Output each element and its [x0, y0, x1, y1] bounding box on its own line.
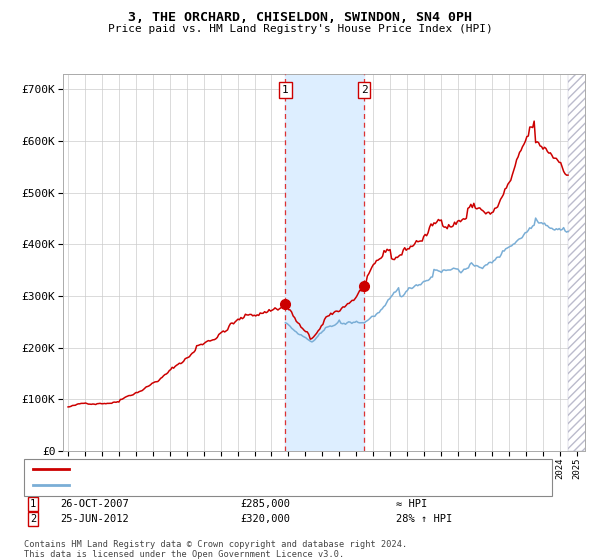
Text: £320,000: £320,000	[240, 514, 290, 524]
Text: ≈ HPI: ≈ HPI	[396, 499, 427, 509]
Text: 1: 1	[282, 85, 289, 95]
Text: Contains HM Land Registry data © Crown copyright and database right 2024.
This d: Contains HM Land Registry data © Crown c…	[24, 540, 407, 559]
Text: 2: 2	[361, 85, 368, 95]
Text: 25-JUN-2012: 25-JUN-2012	[60, 514, 129, 524]
Text: HPI: Average price, detached house, Swindon: HPI: Average price, detached house, Swin…	[75, 480, 344, 491]
Text: £285,000: £285,000	[240, 499, 290, 509]
Text: 26-OCT-2007: 26-OCT-2007	[60, 499, 129, 509]
Bar	[568, 74, 593, 451]
Text: Price paid vs. HM Land Registry's House Price Index (HPI): Price paid vs. HM Land Registry's House …	[107, 24, 493, 34]
Text: 3, THE ORCHARD, CHISELDON, SWINDON, SN4 0PH: 3, THE ORCHARD, CHISELDON, SWINDON, SN4 …	[128, 11, 472, 24]
Text: 2: 2	[30, 514, 36, 524]
Text: 3, THE ORCHARD, CHISELDON, SWINDON, SN4 0PH (detached house): 3, THE ORCHARD, CHISELDON, SWINDON, SN4 …	[75, 464, 450, 474]
Text: 1: 1	[30, 499, 36, 509]
Bar	[286, 74, 364, 451]
Text: 28% ↑ HPI: 28% ↑ HPI	[396, 514, 452, 524]
